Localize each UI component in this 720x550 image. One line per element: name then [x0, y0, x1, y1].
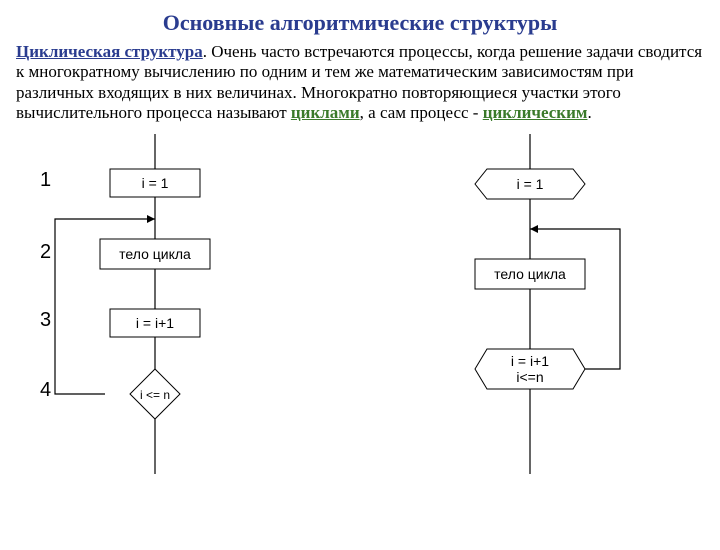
- para-text-2: , а сам процесс -: [360, 103, 483, 122]
- flowchart-left: i = 1 тело цикла i = i+1 i <= n 1 2 3 4: [0, 134, 330, 484]
- svg-text:тело цикла: тело цикла: [494, 265, 566, 281]
- svg-text:i<=n: i<=n: [516, 369, 543, 385]
- svg-text:3: 3: [40, 309, 51, 331]
- term-cyclic-structure: Циклическая структура: [16, 42, 203, 61]
- diagrams-row: i = 1 тело цикла i = i+1 i <= n 1 2 3 4 i = 1 те…: [0, 134, 720, 484]
- term-cycles: циклами: [291, 103, 360, 122]
- svg-text:1: 1: [40, 169, 51, 191]
- intro-paragraph: Циклическая структура. Очень часто встре…: [16, 42, 704, 124]
- svg-text:i = i+1: i = i+1: [136, 314, 174, 330]
- svg-text:i = 1: i = 1: [517, 175, 544, 191]
- para-text-3: .: [587, 103, 591, 122]
- svg-text:2: 2: [40, 241, 51, 263]
- svg-text:тело цикла: тело цикла: [119, 245, 191, 261]
- svg-text:i = 1: i = 1: [142, 174, 169, 190]
- svg-text:i <= n: i <= n: [140, 387, 170, 401]
- page-title: Основные алгоритмические структуры: [0, 10, 720, 36]
- svg-text:i = i+1: i = i+1: [511, 353, 549, 369]
- svg-text:4: 4: [40, 379, 51, 401]
- flowchart-right: i = 1 тело цикла i = i+1i<=n: [390, 134, 670, 484]
- term-cyclic: циклическим: [483, 103, 588, 122]
